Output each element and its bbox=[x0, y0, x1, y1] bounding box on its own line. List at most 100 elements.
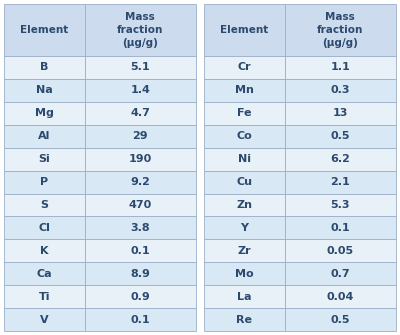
Text: 29: 29 bbox=[132, 131, 148, 141]
Text: 6.2: 6.2 bbox=[330, 154, 350, 164]
Bar bbox=[204, 216, 285, 239]
Bar bbox=[204, 102, 285, 125]
Bar bbox=[204, 56, 285, 79]
Text: Si: Si bbox=[38, 154, 50, 164]
Text: 0.1: 0.1 bbox=[330, 223, 350, 233]
Text: Y: Y bbox=[240, 223, 248, 233]
Text: Mo: Mo bbox=[235, 269, 254, 279]
Text: Mass
fraction
(μg/g): Mass fraction (μg/g) bbox=[317, 12, 364, 48]
Bar bbox=[4, 285, 85, 308]
Text: 0.5: 0.5 bbox=[330, 131, 350, 141]
Bar bbox=[204, 79, 285, 102]
Bar bbox=[285, 239, 396, 262]
Bar bbox=[204, 239, 285, 262]
Bar bbox=[204, 4, 285, 56]
Text: 0.04: 0.04 bbox=[327, 292, 354, 302]
Bar bbox=[204, 194, 285, 216]
Bar bbox=[285, 125, 396, 148]
Bar bbox=[85, 4, 196, 56]
Bar bbox=[4, 125, 85, 148]
Bar bbox=[285, 308, 396, 331]
Bar bbox=[4, 79, 85, 102]
Text: 470: 470 bbox=[129, 200, 152, 210]
Bar bbox=[85, 171, 196, 194]
Text: 8.9: 8.9 bbox=[130, 269, 150, 279]
Text: Fe: Fe bbox=[237, 108, 252, 118]
Text: 0.1: 0.1 bbox=[130, 315, 150, 325]
Text: Mass
fraction
(μg/g): Mass fraction (μg/g) bbox=[117, 12, 164, 48]
Text: 190: 190 bbox=[129, 154, 152, 164]
Bar bbox=[285, 56, 396, 79]
Bar bbox=[285, 102, 396, 125]
Text: 0.5: 0.5 bbox=[330, 315, 350, 325]
Bar bbox=[204, 285, 285, 308]
Bar bbox=[85, 56, 196, 79]
Bar bbox=[85, 262, 196, 285]
Text: Zr: Zr bbox=[238, 246, 251, 256]
Bar bbox=[85, 285, 196, 308]
Text: Ca: Ca bbox=[36, 269, 52, 279]
Text: 0.05: 0.05 bbox=[327, 246, 354, 256]
Text: S: S bbox=[40, 200, 48, 210]
Text: Al: Al bbox=[38, 131, 50, 141]
Bar bbox=[4, 262, 85, 285]
Text: B: B bbox=[40, 62, 48, 72]
Text: Re: Re bbox=[236, 315, 252, 325]
Bar bbox=[4, 171, 85, 194]
Text: 0.7: 0.7 bbox=[330, 269, 350, 279]
Bar bbox=[204, 125, 285, 148]
Text: La: La bbox=[237, 292, 252, 302]
Text: Co: Co bbox=[236, 131, 252, 141]
Bar bbox=[285, 148, 396, 171]
Text: 5.1: 5.1 bbox=[130, 62, 150, 72]
Bar bbox=[204, 171, 285, 194]
Text: Ni: Ni bbox=[238, 154, 251, 164]
Bar bbox=[204, 308, 285, 331]
Bar bbox=[285, 216, 396, 239]
Text: 0.1: 0.1 bbox=[130, 246, 150, 256]
Bar bbox=[4, 216, 85, 239]
Text: 9.2: 9.2 bbox=[130, 177, 150, 187]
Text: 0.9: 0.9 bbox=[130, 292, 150, 302]
Text: Cl: Cl bbox=[38, 223, 50, 233]
Text: Element: Element bbox=[20, 25, 68, 35]
Text: Ti: Ti bbox=[38, 292, 50, 302]
Text: Mg: Mg bbox=[35, 108, 54, 118]
Bar bbox=[4, 56, 85, 79]
Bar bbox=[285, 79, 396, 102]
Bar bbox=[4, 148, 85, 171]
Text: Cu: Cu bbox=[236, 177, 252, 187]
Text: 13: 13 bbox=[333, 108, 348, 118]
Text: Mn: Mn bbox=[235, 85, 254, 95]
Text: Na: Na bbox=[36, 85, 53, 95]
Text: Zn: Zn bbox=[236, 200, 252, 210]
Text: 4.7: 4.7 bbox=[130, 108, 150, 118]
Bar bbox=[85, 125, 196, 148]
Bar bbox=[204, 262, 285, 285]
Bar bbox=[285, 194, 396, 216]
Bar bbox=[4, 308, 85, 331]
Bar bbox=[85, 148, 196, 171]
Text: 1.1: 1.1 bbox=[330, 62, 350, 72]
Text: K: K bbox=[40, 246, 48, 256]
Bar bbox=[285, 171, 396, 194]
Bar bbox=[85, 239, 196, 262]
Bar bbox=[85, 102, 196, 125]
Bar bbox=[85, 79, 196, 102]
Bar bbox=[285, 4, 396, 56]
Bar bbox=[285, 285, 396, 308]
Bar bbox=[85, 216, 196, 239]
Text: 1.4: 1.4 bbox=[130, 85, 150, 95]
Text: 0.3: 0.3 bbox=[330, 85, 350, 95]
Bar bbox=[4, 239, 85, 262]
Bar bbox=[4, 102, 85, 125]
Text: 2.1: 2.1 bbox=[330, 177, 350, 187]
Text: V: V bbox=[40, 315, 49, 325]
Bar bbox=[85, 308, 196, 331]
Text: Cr: Cr bbox=[238, 62, 251, 72]
Text: P: P bbox=[40, 177, 48, 187]
Text: 5.3: 5.3 bbox=[330, 200, 350, 210]
Text: Element: Element bbox=[220, 25, 268, 35]
Bar bbox=[285, 262, 396, 285]
Bar bbox=[4, 194, 85, 216]
